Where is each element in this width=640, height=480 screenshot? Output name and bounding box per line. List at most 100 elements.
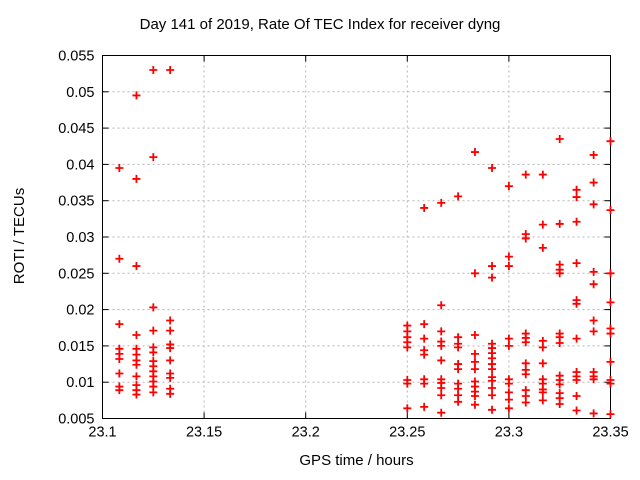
- data-point-marker: [166, 373, 175, 382]
- data-point-marker: [420, 334, 429, 343]
- data-point-marker: [470, 365, 479, 374]
- data-point-marker: [555, 219, 564, 228]
- data-point-marker: [606, 379, 615, 388]
- data-point-marker: [488, 365, 497, 374]
- data-point-marker: [132, 174, 141, 183]
- x-axis-title: GPS time / hours: [299, 452, 414, 469]
- data-point-marker: [115, 254, 124, 263]
- data-point-marker: [538, 220, 547, 229]
- data-point-marker: [488, 164, 497, 173]
- data-point-marker: [488, 405, 497, 414]
- data-point-marker: [470, 349, 479, 358]
- x-tick-label: 23.1: [88, 425, 116, 441]
- y-tick-label: 0.01: [66, 375, 94, 391]
- data-point-marker: [606, 298, 615, 307]
- data-point-marker: [420, 402, 429, 411]
- data-point-marker: [572, 217, 581, 226]
- data-point-marker: [437, 391, 446, 400]
- data-point-marker: [589, 280, 598, 289]
- data-point-marker: [488, 262, 497, 271]
- data-point-marker: [504, 395, 513, 404]
- data-point-marker: [420, 320, 429, 329]
- data-point-marker: [572, 259, 581, 268]
- data-point-marker: [504, 379, 513, 388]
- data-point-marker: [606, 206, 615, 215]
- data-point-marker: [488, 391, 497, 400]
- data-point-marker: [115, 164, 124, 173]
- data-point-marker: [572, 406, 581, 415]
- x-tick-label: 23.2: [292, 425, 320, 441]
- data-point-marker: [521, 234, 530, 243]
- y-tick-label: 0.02: [66, 303, 94, 319]
- data-point-marker: [454, 365, 463, 374]
- data-point-marker: [504, 404, 513, 413]
- data-point-marker: [454, 343, 463, 352]
- data-point-marker: [555, 338, 564, 347]
- data-point-marker: [420, 379, 429, 388]
- data-point-marker: [589, 150, 598, 159]
- data-point-marker: [521, 338, 530, 347]
- data-point-marker: [521, 398, 530, 407]
- data-point-marker: [572, 391, 581, 400]
- data-point-marker: [606, 410, 615, 419]
- y-tick-label: 0.025: [58, 266, 94, 282]
- data-point-marker: [166, 389, 175, 398]
- data-point-marker: [149, 326, 158, 335]
- data-point-marker: [538, 396, 547, 405]
- data-point-marker: [132, 372, 141, 381]
- data-point-marker: [166, 66, 175, 75]
- data-point-marker: [538, 359, 547, 368]
- data-point-marker: [403, 379, 412, 388]
- data-point-marker: [437, 301, 446, 310]
- data-point-marker: [589, 375, 598, 384]
- data-point-marker: [606, 137, 615, 146]
- x-tick-label: 23.15: [186, 425, 222, 441]
- data-point-marker: [437, 327, 446, 336]
- data-point-marker: [454, 192, 463, 201]
- chart-title: Day 141 of 2019, Rate Of TEC Index for r…: [139, 16, 501, 33]
- data-point-marker: [132, 91, 141, 100]
- data-point-marker: [589, 409, 598, 418]
- data-point-marker: [538, 388, 547, 397]
- data-point-marker: [538, 170, 547, 179]
- data-point-marker: [606, 329, 615, 338]
- data-point-marker: [420, 203, 429, 212]
- y-tick-label: 0.03: [66, 230, 94, 246]
- data-point-marker: [149, 66, 158, 75]
- y-tick-label: 0.05: [66, 85, 94, 101]
- data-point-marker: [403, 404, 412, 413]
- data-point-marker: [589, 178, 598, 187]
- data-point-marker: [115, 354, 124, 363]
- data-point-marker: [132, 390, 141, 399]
- data-point-marker: [437, 408, 446, 417]
- data-point-marker: [132, 262, 141, 271]
- x-tick-label: 23.3: [495, 425, 523, 441]
- data-point-marker: [555, 399, 564, 408]
- data-point-marker: [504, 262, 513, 271]
- data-point-marker: [538, 343, 547, 352]
- data-point-marker: [504, 182, 513, 191]
- data-point-marker: [488, 384, 497, 393]
- data-point-marker: [589, 316, 598, 325]
- y-tick-label: 0.045: [58, 121, 94, 137]
- data-point-marker: [555, 269, 564, 278]
- data-point-marker: [403, 343, 412, 352]
- data-point-marker: [470, 357, 479, 366]
- data-point-marker: [437, 356, 446, 365]
- x-tick-label: 23.35: [592, 425, 628, 441]
- data-point-marker: [504, 252, 513, 261]
- data-point-marker: [538, 243, 547, 252]
- data-point-marker: [115, 386, 124, 395]
- data-point-marker: [166, 316, 175, 325]
- data-point-marker: [470, 269, 479, 278]
- data-point-marker: [132, 331, 141, 340]
- data-point-marker: [555, 134, 564, 143]
- data-point-marker: [572, 334, 581, 343]
- data-point-marker: [521, 170, 530, 179]
- data-point-marker: [488, 376, 497, 385]
- x-tick-label: 23.25: [389, 425, 425, 441]
- data-point-marker: [149, 348, 158, 357]
- data-point-marker: [115, 320, 124, 329]
- y-tick-label: 0.055: [58, 49, 94, 65]
